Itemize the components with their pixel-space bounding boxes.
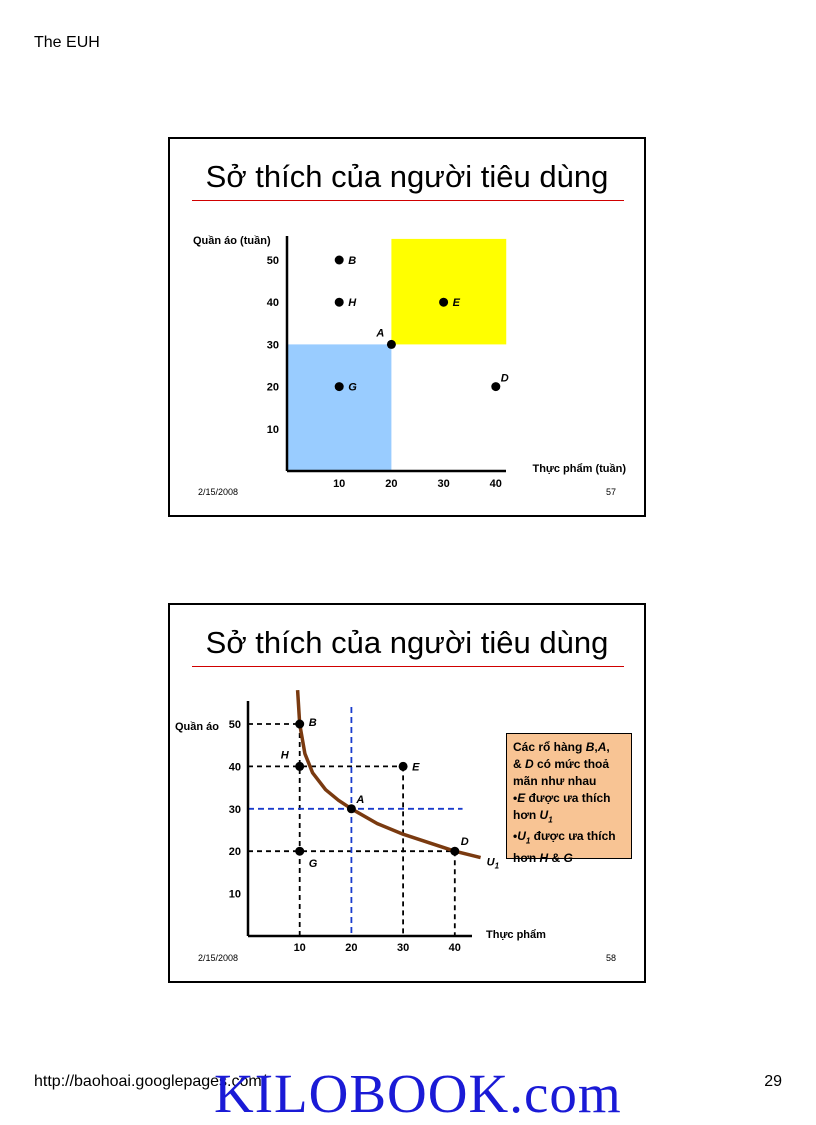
x-axis-label: Thực phẩm [486,929,546,941]
point-label-D: D [461,836,469,848]
point-A [386,339,396,349]
point-label-G: G [348,382,357,394]
slide-date: 2/15/2008 [198,953,239,963]
curve-label-U1: U1 [487,857,500,871]
point-label-B: B [348,255,356,267]
point-label-E: E [412,761,420,773]
watermark: KILOBOOK.com [214,1063,622,1124]
slide-number: 57 [605,487,616,497]
note-box: Các rổ hàng B,A, & D có mức thoả mãn như n… [506,733,632,865]
point-E [398,761,408,771]
slide-58: Sở thích của người tiêu dùng U1 10 20 30 40 1… [168,603,646,983]
slide-date: 2/15/2008 [198,487,239,497]
point-A [346,804,356,814]
y-axis-label: Quần áo [175,721,219,733]
y-tick-label: 50 [267,255,279,267]
point-G [295,846,305,856]
point-label-E: E [453,297,461,309]
x-tick-label: 20 [345,942,357,954]
slide-number: 58 [605,953,616,963]
y-tick-label: 20 [267,382,279,394]
x-tick-label: 40 [449,942,461,954]
x-tick-label: 10 [294,942,306,954]
x-tick-label: 30 [437,478,449,490]
x-tick-label: 10 [333,478,345,490]
y-tick-label: 50 [229,719,241,731]
note-line: •U1 được ưa thích [513,829,616,846]
y-tick-label: 30 [229,804,241,816]
slide-57: Sở thích của người tiêu dùng 10 20 30 40 10 2… [168,137,646,517]
point-G [334,382,344,392]
y-axis-label: Quần áo (tuần) [193,235,271,247]
point-E [439,297,449,307]
x-tick-label: 30 [397,942,409,954]
indifference-curve-chart: U1 10 20 30 40 10 20 30 40 50 Quần áo Thực phẩm B H E A… [175,689,546,954]
page-header: The EUH [34,34,100,51]
y-tick-label: 40 [267,297,279,309]
y-tick-label: 10 [267,424,279,436]
note-line: mãn như nhau [513,774,597,788]
y-tick-label: 40 [229,761,241,773]
y-tick-label: 30 [267,339,279,351]
point-label-A: A [375,327,384,339]
footer-url: http://baohoai.googlepages.com/ [34,1073,267,1090]
x-tick-label: 40 [490,478,502,490]
y-tick-label: 20 [229,846,241,858]
point-D [491,382,501,392]
region-less-preferred [287,344,392,471]
point-label-G: G [309,858,318,870]
title-underline [192,666,624,667]
note-line: Các rổ hàng B,A, [513,740,610,754]
point-label-B: B [309,717,317,729]
preference-scatter-chart: 10 20 30 40 10 20 30 40 50 Quần áo (tuần) Thực phẩ… [193,235,626,490]
note-line: hơn H & G [513,850,573,865]
page-number: 29 [764,1073,782,1090]
point-D [450,846,460,856]
point-B [295,719,305,729]
indifference-curve-U1 [295,689,482,860]
title-underline [192,200,624,201]
note-line: hơn U1 [513,808,553,825]
point-H [295,761,305,771]
x-tick-label: 20 [385,478,397,490]
x-axis-label: Thực phẩm (tuần) [532,463,626,475]
slide-title: Sở thích của người tiêu dùng [205,159,609,194]
slide-title: Sở thích của người tiêu dùng [205,625,609,660]
note-line: •E được ưa thích [513,791,611,805]
point-H [334,297,344,307]
point-B [334,255,344,265]
point-label-D: D [501,373,509,385]
region-preferred [391,238,507,345]
point-label-H: H [348,297,357,309]
point-label-A: A [355,794,364,806]
point-label-H: H [281,749,290,761]
y-tick-label: 10 [229,889,241,901]
note-line: & D có mức thoả [513,757,610,771]
